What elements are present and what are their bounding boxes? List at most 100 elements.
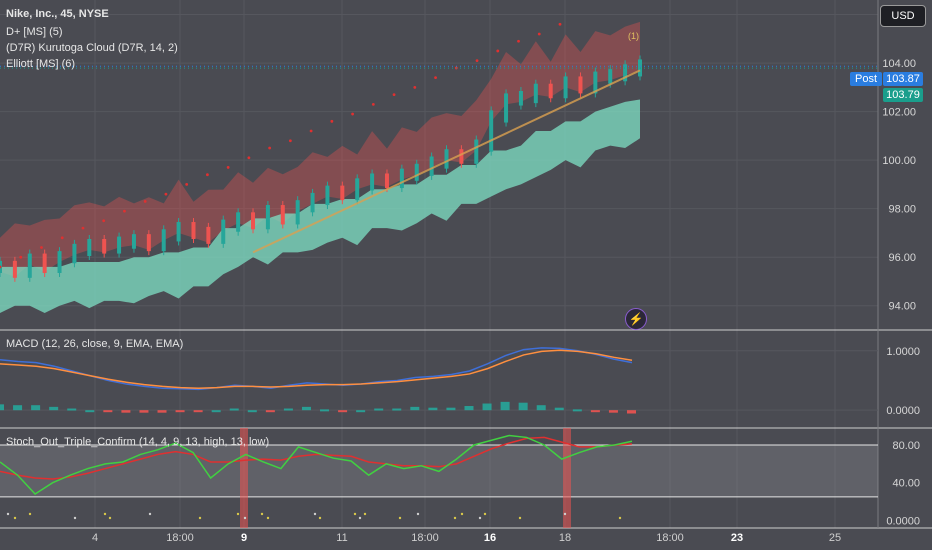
price-tick-label: 104.00 <box>882 58 916 70</box>
candle <box>563 76 568 99</box>
macd-histogram-bar <box>627 410 636 414</box>
projection-dot <box>185 183 189 186</box>
candle <box>27 253 32 278</box>
macd-histogram-bar <box>67 408 77 411</box>
stoch-marker <box>363 512 367 516</box>
stoch-marker <box>243 516 247 520</box>
candle <box>340 185 345 201</box>
projection-dot <box>537 32 541 36</box>
macd-histogram-bar <box>121 410 131 413</box>
macd-histogram-bar <box>500 401 510 411</box>
macd-histogram-bar <box>211 410 221 413</box>
x-tick-label: 16 <box>484 532 496 544</box>
stoch-marker <box>236 512 240 516</box>
signal-highlight <box>563 428 571 528</box>
stoch-marker <box>478 516 482 520</box>
trend-line <box>252 69 641 254</box>
currency-button[interactable]: USD <box>880 5 926 27</box>
macd-histogram-bar <box>338 410 348 413</box>
candle <box>459 149 464 164</box>
macd-histogram-bar <box>482 403 492 411</box>
macd-histogram-bar <box>103 410 113 413</box>
indicator-legend-3[interactable]: Elliott [MS] (6) <box>6 58 76 70</box>
candle <box>87 239 92 256</box>
macd-histogram-bar <box>464 406 474 411</box>
stoch-marker <box>260 512 264 516</box>
bull-cloud <box>0 99 640 314</box>
stoch-marker <box>13 516 17 520</box>
x-tick-label: 23 <box>731 532 743 544</box>
stoch-marker <box>148 512 152 516</box>
candle <box>117 236 122 254</box>
stoch-legend[interactable]: Stoch_Out_Triple_Confirm (14, 4, 9, 13, … <box>6 436 270 448</box>
stoch-marker <box>73 516 77 520</box>
macd-tick-label: 0.0000 <box>886 405 920 417</box>
candle <box>370 173 375 191</box>
candle <box>355 178 360 201</box>
candle <box>310 192 315 213</box>
projection-dot <box>351 112 354 116</box>
macd-histogram-bar <box>31 405 41 411</box>
candle <box>384 173 389 189</box>
symbol-title: Nike, Inc., 45, NYSE <box>6 8 109 20</box>
macd-histogram-bar <box>0 404 4 411</box>
macd-histogram-bar <box>608 410 618 413</box>
macd-histogram-bar <box>301 406 311 411</box>
projection-dot <box>496 49 500 53</box>
macd-legend[interactable]: MACD (12, 26, close, 9, EMA, EMA) <box>6 338 184 350</box>
candle <box>593 71 598 94</box>
macd-histogram-bar <box>175 410 185 413</box>
price-tick-label: 96.00 <box>888 252 916 264</box>
stoch-marker <box>6 512 10 516</box>
projection-dot <box>40 246 43 249</box>
stoch-d-line <box>0 436 633 480</box>
macd-histogram-bar <box>265 410 275 413</box>
macd-histogram-bar <box>572 409 582 412</box>
macd-histogram-bar <box>247 410 257 413</box>
stoch-marker <box>398 516 402 520</box>
candle <box>504 93 509 123</box>
candle <box>295 200 300 225</box>
candle <box>221 219 226 244</box>
macd-histogram-bar <box>392 408 402 411</box>
macd-histogram-bar <box>85 410 95 413</box>
stoch-marker <box>318 516 322 520</box>
projection-dot <box>268 146 272 150</box>
stoch-marker <box>313 512 317 516</box>
indicator-legend-1[interactable]: D+ [MS] (5) <box>6 26 63 38</box>
projection-dot <box>413 85 417 89</box>
post-label: Post <box>850 72 882 86</box>
lightning-icon[interactable]: ⚡ <box>625 308 647 330</box>
candle <box>251 212 256 230</box>
macd-histogram-bar <box>229 408 239 411</box>
projection-dot <box>309 129 313 133</box>
macd-histogram-bar <box>374 408 384 411</box>
price-tick-label: 94.00 <box>888 301 916 313</box>
projection-dot <box>143 199 147 203</box>
candle <box>42 253 47 273</box>
candle <box>265 205 270 230</box>
candle <box>489 110 494 152</box>
signal-line <box>0 349 633 389</box>
macd-histogram-bar <box>139 410 149 413</box>
indicator-legend-2[interactable]: (D7R) Kurutoga Cloud (D7R, 14, 2) <box>6 42 178 54</box>
stoch-marker <box>518 516 522 520</box>
projection-dot <box>247 156 251 160</box>
stoch-marker <box>28 512 32 516</box>
last-price-badge: 103.79 <box>883 88 923 102</box>
candle <box>146 234 151 252</box>
candle <box>191 222 196 240</box>
macd-histogram-bar <box>590 410 600 413</box>
stoch-marker <box>353 512 357 516</box>
stoch-marker <box>416 512 420 516</box>
x-tick-label: 18 <box>559 532 571 544</box>
candle <box>72 243 77 264</box>
projection-dot <box>475 59 479 63</box>
candle <box>414 163 419 181</box>
projection-dot <box>226 166 230 169</box>
candle <box>548 83 553 99</box>
candle <box>399 168 404 189</box>
candle <box>161 229 166 252</box>
projection-dot <box>517 39 520 43</box>
